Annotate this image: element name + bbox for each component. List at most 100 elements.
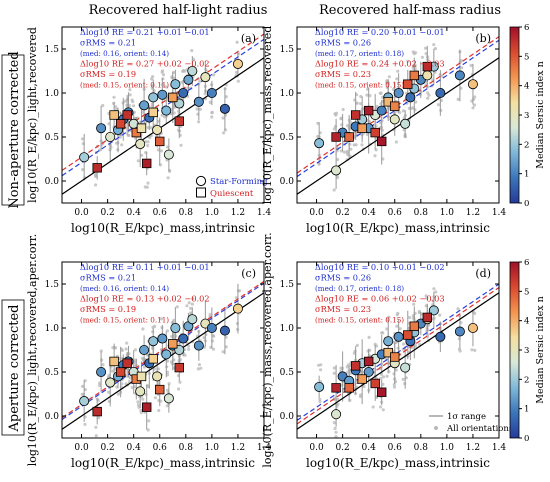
x-tick-label: 0.6 xyxy=(153,443,168,453)
panels: 0.0 0.2 0.4 0.6 0.8 1.0 1.2 1.4 0.0 0.5 1.0 1.5 log1… xyxy=(26,26,513,470)
colorbar-label: Median Sersic index n xyxy=(535,296,546,404)
stat-line: Δlog10 RE = 0.24 +0.02 −0.03 xyxy=(315,59,445,69)
quiescent-marker xyxy=(136,123,147,133)
plot-area xyxy=(62,33,264,195)
y-tick-label: 1.5 xyxy=(280,45,295,55)
orientation-point xyxy=(358,395,363,399)
orientation-point xyxy=(360,143,364,147)
orientation-point xyxy=(199,366,203,370)
orientation-point xyxy=(318,400,322,404)
orientation-point xyxy=(177,387,181,391)
star-forming-marker xyxy=(178,88,189,99)
star-forming-marker xyxy=(428,305,439,316)
orientation-point xyxy=(332,127,336,131)
star-forming-marker xyxy=(232,303,243,314)
x-tick-label: 0.2 xyxy=(100,208,114,218)
stat-line: σRMS = 0.21 xyxy=(80,38,136,48)
y-tick-label: 1.0 xyxy=(45,324,60,334)
orientation-point xyxy=(189,306,193,310)
orientation-point xyxy=(373,154,377,158)
orientation-point xyxy=(332,371,336,375)
orientation-point xyxy=(469,63,473,68)
orientation-point xyxy=(414,344,418,348)
orientation-point xyxy=(178,380,182,384)
fit-line-quiescent xyxy=(62,280,264,419)
orientation-point xyxy=(203,92,207,96)
orientation-point xyxy=(424,46,428,50)
orientation-point xyxy=(172,111,176,115)
panel-letter: (d) xyxy=(475,267,491,280)
x-tick-label: 0.0 xyxy=(74,443,89,453)
y-tick-label: 0.0 xyxy=(280,177,295,187)
star-forming-marker xyxy=(161,349,172,360)
orientation-point xyxy=(83,422,87,426)
colorbar-tick-label: 3 xyxy=(524,346,529,356)
legend-quiescent-symbol xyxy=(196,187,206,198)
orientation-point xyxy=(436,103,441,107)
star-forming-marker xyxy=(157,333,168,344)
star-forming-marker xyxy=(105,131,116,142)
orientation-point xyxy=(145,185,149,189)
quiescent-marker xyxy=(115,367,126,377)
orientation-point xyxy=(396,69,400,73)
orientation-point xyxy=(159,149,164,153)
orientation-point xyxy=(221,116,225,120)
orientation-point xyxy=(94,174,98,178)
orientation-point xyxy=(190,49,194,53)
stat-line: σRMS = 0.26 xyxy=(315,273,371,283)
colorbar-label: Median Sersic index n xyxy=(535,61,546,169)
orientation-point xyxy=(157,408,161,413)
stat-line: (med: 0.16, orient: 0.14) xyxy=(80,284,169,293)
colorbar-tick-label: 2 xyxy=(524,140,529,150)
orientation-point xyxy=(161,73,166,77)
orientation-point xyxy=(156,148,160,152)
orientation-point xyxy=(471,106,475,110)
orientation-point xyxy=(432,43,436,47)
orientation-point xyxy=(319,363,323,367)
plot-frame xyxy=(61,26,265,204)
x-tick-label: 0.0 xyxy=(74,208,89,218)
orientation-point xyxy=(237,289,242,293)
one-to-one-line xyxy=(62,292,264,430)
orientation-point xyxy=(98,381,102,385)
orientation-point xyxy=(146,140,150,144)
orientation-point xyxy=(112,101,116,105)
orientation-point xyxy=(426,91,430,95)
stat-line: σRMS = 0.23 xyxy=(315,304,371,314)
quiescent-marker xyxy=(370,378,380,389)
orientation-point xyxy=(234,70,239,74)
orientation-point xyxy=(378,91,382,95)
star-forming-marker xyxy=(314,138,325,149)
orientation-point xyxy=(394,368,398,372)
panel-letter: (a) xyxy=(241,32,256,45)
orientation-point xyxy=(187,344,191,348)
orientation-point xyxy=(164,85,168,89)
quiescent-marker xyxy=(155,384,165,395)
stat-line: (med: 0.15, orient: 0.15) xyxy=(315,81,404,90)
orientation-point xyxy=(332,366,336,370)
star-forming-marker xyxy=(232,58,243,69)
stat-line: Δlog10 RE = 0.13 +0.02 −0.02 xyxy=(80,294,210,304)
orientation-point xyxy=(128,93,132,97)
star-forming-marker xyxy=(135,139,146,150)
orientation-point xyxy=(432,287,436,291)
quiescent-marker xyxy=(409,321,419,331)
star-forming-marker xyxy=(422,70,433,81)
column-title-right: Recovered half-mass radius xyxy=(319,3,501,18)
quiescent-marker xyxy=(122,110,132,120)
orientation-point xyxy=(191,297,195,301)
quiescent-marker xyxy=(390,352,400,362)
orientation-point xyxy=(133,348,137,352)
orientation-point xyxy=(166,176,170,180)
orientation-point xyxy=(198,107,202,111)
y-axis-label: log10(R_E/kpc)_mass,recovered,aper.corr. xyxy=(261,232,274,467)
colorbar-gradient xyxy=(509,26,520,204)
orientation-point xyxy=(120,348,124,353)
orientation-point xyxy=(318,397,322,401)
star-forming-marker xyxy=(219,325,230,336)
panel-letter: (b) xyxy=(475,32,491,45)
orientation-point xyxy=(198,79,202,83)
x-tick-label: 1.2 xyxy=(231,443,245,453)
orientation-point xyxy=(371,405,375,409)
